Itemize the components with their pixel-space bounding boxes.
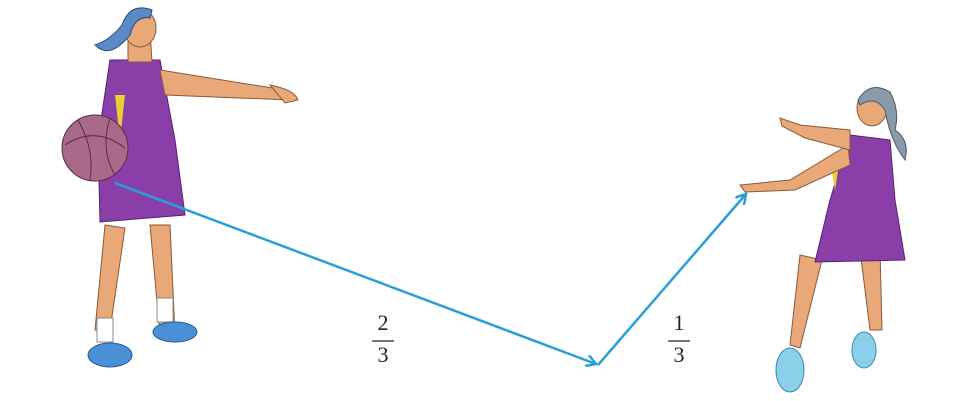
fraction-numerator: 2 [378, 310, 389, 335]
fraction-numerator: 1 [674, 310, 685, 335]
fraction-denominator: 3 [378, 342, 389, 367]
fraction-denominator: 3 [674, 342, 685, 367]
arrow-catch [598, 194, 746, 365]
page: 2 3 1 3 (() => { const data = JSON.parse… [0, 0, 961, 401]
illustration: 2 3 1 3 [0, 0, 961, 401]
player-right [740, 88, 906, 393]
player-left [62, 8, 298, 367]
